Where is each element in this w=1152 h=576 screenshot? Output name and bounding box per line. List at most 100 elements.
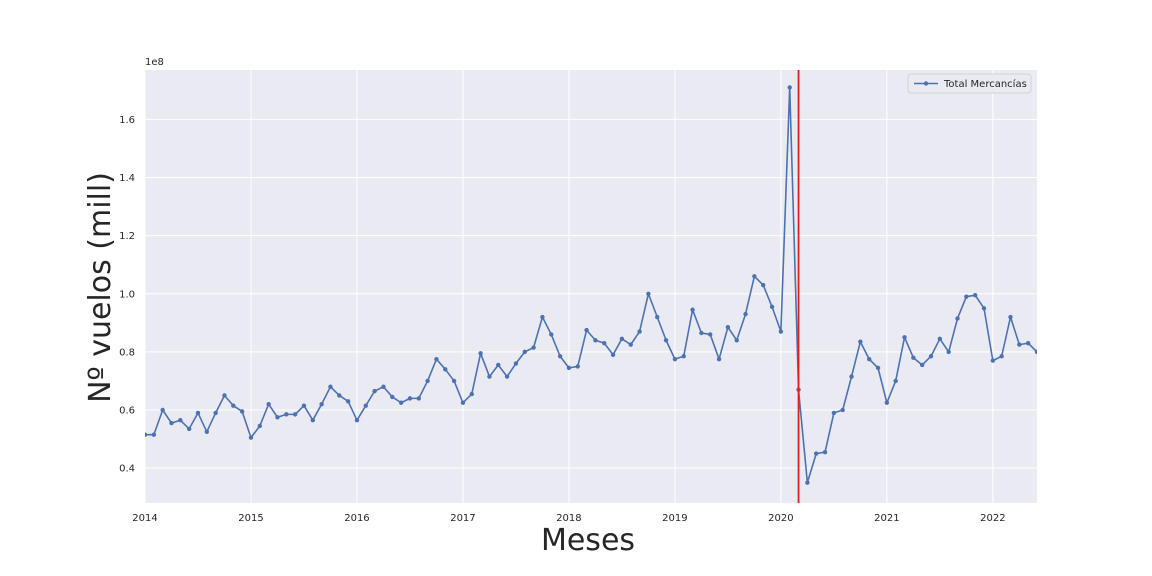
data-point	[566, 365, 572, 371]
data-point	[584, 327, 589, 333]
x-tick-labels: 2014 2015 2016 2017 2018 2019 2020 2021 2022	[132, 513, 1005, 524]
data-point	[310, 417, 316, 423]
data-point	[363, 403, 368, 408]
data-point	[292, 412, 298, 417]
legend-label: Total Mercancías	[943, 78, 1027, 90]
data-point	[637, 329, 642, 334]
gridlines	[144, 70, 1037, 503]
data-point	[778, 329, 784, 334]
x-tick-label: 2017	[450, 513, 475, 524]
y-tick-label: 1.4	[119, 173, 135, 184]
data-point	[451, 378, 457, 384]
data-point	[328, 384, 333, 389]
data-point	[266, 401, 271, 407]
data-point	[990, 358, 996, 363]
data-point	[858, 339, 863, 344]
data-point	[372, 388, 377, 394]
data-point	[1017, 342, 1022, 347]
data-point	[937, 336, 943, 342]
data-point	[681, 354, 686, 359]
data-point	[469, 391, 474, 397]
x-tick-label: 2016	[344, 513, 369, 524]
y-axis-title: Nº vuelos (mill)	[83, 172, 118, 403]
data-point	[875, 365, 881, 371]
data-point	[690, 307, 695, 312]
data-point	[513, 361, 519, 366]
x-tick-label: 2014	[132, 513, 157, 524]
x-tick-label: 2019	[662, 513, 687, 524]
data-point	[145, 432, 148, 437]
data-point	[928, 354, 934, 359]
data-point	[186, 426, 192, 432]
x-axis-title: Meses	[541, 523, 635, 558]
data-point	[787, 85, 792, 90]
data-point	[964, 294, 969, 299]
data-point	[725, 324, 731, 330]
data-point	[319, 401, 324, 407]
data-point	[628, 342, 633, 347]
data-point	[814, 451, 819, 456]
data-point	[734, 338, 739, 343]
y-offset-label: 1e8	[145, 57, 164, 68]
legend: Total Mercancías	[907, 73, 1032, 94]
data-point	[540, 314, 545, 320]
data-point	[1025, 340, 1031, 346]
y-tick-label: 0.4	[119, 464, 135, 475]
data-point	[743, 311, 748, 317]
data-point	[345, 399, 351, 404]
data-point	[354, 417, 360, 423]
data-point	[902, 335, 907, 340]
data-point	[557, 354, 563, 359]
x-tick-label: 2015	[238, 513, 263, 524]
data-point	[822, 449, 828, 455]
x-tick-label: 2018	[556, 513, 581, 524]
data-point	[398, 400, 404, 405]
data-point	[946, 349, 951, 355]
data-point	[407, 396, 413, 401]
data-point	[672, 356, 678, 362]
data-point	[769, 304, 775, 310]
data-point	[593, 338, 598, 343]
data-point	[522, 349, 527, 355]
data-point	[416, 396, 421, 401]
data-point	[919, 362, 925, 368]
y-tick-label: 1.0	[119, 289, 135, 300]
data-point	[972, 293, 978, 298]
data-point	[893, 378, 898, 384]
data-point	[160, 407, 165, 413]
data-point	[222, 393, 227, 398]
data-point	[655, 314, 660, 320]
legend-marker-swatch	[923, 81, 929, 86]
data-point	[610, 352, 616, 357]
data-point	[337, 393, 342, 398]
data-point	[619, 336, 625, 342]
data-point	[301, 403, 307, 408]
data-point	[284, 412, 289, 417]
data-point	[549, 332, 554, 337]
data-point	[602, 340, 607, 346]
data-point	[849, 374, 854, 379]
data-point	[752, 274, 757, 279]
data-point	[840, 407, 845, 413]
data-point	[999, 354, 1004, 359]
series-layer	[145, 70, 1037, 503]
legend-box	[907, 73, 1032, 94]
x-tick-label: 2020	[768, 513, 793, 524]
data-point	[390, 394, 395, 400]
data-point	[646, 291, 651, 296]
data-point	[443, 367, 448, 372]
data-point	[169, 420, 174, 426]
data-point	[663, 338, 669, 343]
data-point	[1008, 314, 1013, 320]
data-point	[831, 410, 837, 416]
data-point	[575, 364, 580, 369]
data-point	[884, 400, 890, 405]
x-tick-label: 2022	[980, 513, 1005, 524]
data-point	[275, 415, 280, 420]
data-point	[708, 332, 713, 337]
y-tick-label: 1.6	[119, 115, 135, 126]
data-point	[1034, 349, 1037, 355]
data-point	[531, 345, 536, 350]
y-tick-labels: 0.4 0.6 0.8 1.0 1.2 1.4 1.6	[119, 115, 135, 475]
